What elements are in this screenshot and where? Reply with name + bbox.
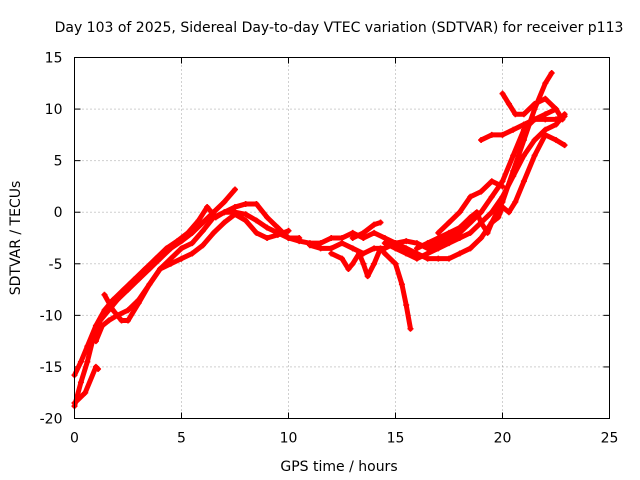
x-tick-label: 25 <box>601 431 619 447</box>
data-point <box>561 142 568 149</box>
series-track-5 <box>101 211 292 324</box>
y-tick-label: 5 <box>54 154 63 170</box>
data-point <box>377 219 384 226</box>
series-track-11 <box>413 204 506 252</box>
data-point <box>559 116 566 123</box>
series-segment <box>200 230 217 248</box>
x-tick-label: 15 <box>387 431 405 447</box>
data-point <box>95 365 102 372</box>
series-segment <box>512 178 527 205</box>
x-axis-label: GPS time / hours <box>280 459 397 475</box>
x-tick-label: 10 <box>280 431 298 447</box>
series-track-14 <box>499 131 568 216</box>
series-segment <box>101 292 116 313</box>
series-segment <box>84 323 99 349</box>
chart-title: Day 103 of 2025, Sidereal Day-to-day VTE… <box>55 20 624 36</box>
series-segment <box>510 127 527 158</box>
series-segment <box>521 137 538 158</box>
series-segment <box>78 343 90 365</box>
series-track-13 <box>478 113 568 144</box>
series-segment <box>185 217 202 236</box>
series-segment <box>510 152 527 179</box>
series-track-6 <box>285 69 555 262</box>
series-segment <box>510 137 527 174</box>
y-tick-label: 15 <box>45 51 63 67</box>
series-segment <box>200 214 217 234</box>
data-series <box>71 69 568 410</box>
y-axis-label: SDTVAR / TECUs <box>8 181 24 296</box>
series-track-8 <box>328 245 414 332</box>
series-segment <box>253 201 270 220</box>
data-point <box>285 227 292 234</box>
series-segment <box>489 194 505 215</box>
axis-ticks: 0 5 10 15 20 25 -20 -15 -10 -5 0 5 10 15 <box>40 51 619 447</box>
series-segment <box>125 300 142 324</box>
series-segment <box>93 323 105 344</box>
series-segment <box>399 281 409 308</box>
series-segment <box>457 194 473 215</box>
series-segment <box>553 106 565 122</box>
data-point <box>232 186 238 193</box>
series-segment <box>393 261 405 287</box>
y-tick-label: -5 <box>49 257 63 273</box>
x-tick-label: 5 <box>177 431 186 447</box>
series-track-12 <box>435 178 506 236</box>
data-point <box>499 183 506 190</box>
series-segment <box>542 70 555 86</box>
y-tick-label: 0 <box>54 205 63 221</box>
series-track-3 <box>71 363 102 407</box>
series-segment <box>82 364 99 396</box>
y-tick-label: 10 <box>45 102 63 118</box>
series-segment <box>553 137 568 148</box>
series-segment <box>403 302 413 332</box>
y-tick-label: -20 <box>40 412 63 428</box>
series-segment <box>189 228 206 246</box>
series-track-10 <box>381 111 568 262</box>
plot-frame <box>74 57 610 419</box>
series-segment <box>243 217 259 236</box>
series-segment <box>489 178 505 189</box>
series-segment <box>78 359 90 385</box>
series-segment <box>136 281 152 306</box>
series-track-15 <box>499 90 566 123</box>
series-segment <box>478 194 495 215</box>
y-tick-label: -10 <box>40 308 63 324</box>
data-point <box>548 69 555 76</box>
series-segment <box>521 152 538 184</box>
series-segment <box>93 307 107 329</box>
series-segment <box>500 152 516 184</box>
series-segment <box>221 187 238 205</box>
x-tick-label: 20 <box>494 431 512 447</box>
series-segment <box>532 132 548 158</box>
series-segment <box>196 204 210 223</box>
y-tick-label: -15 <box>40 360 63 376</box>
series-segment <box>500 173 516 200</box>
series-segment <box>84 333 97 365</box>
series-segment <box>146 266 163 287</box>
x-tick-label: 0 <box>70 431 79 447</box>
series-track-9 <box>349 219 384 241</box>
data-point <box>407 325 414 332</box>
